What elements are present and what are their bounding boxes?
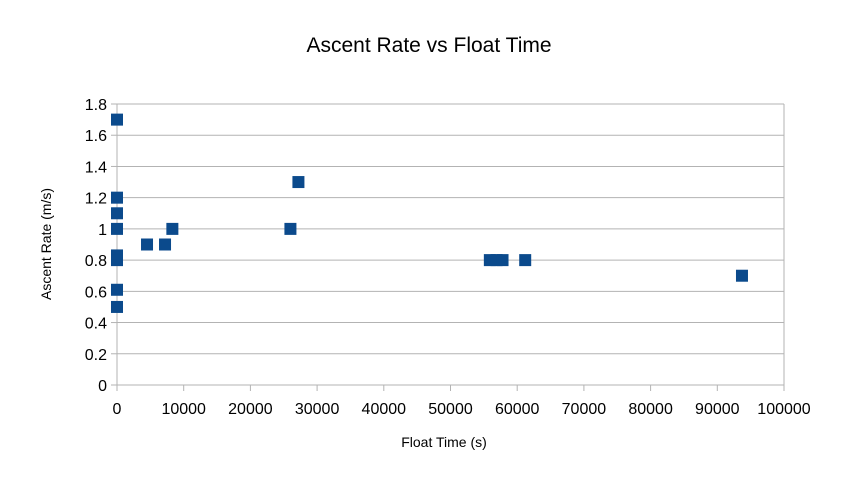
data-point <box>166 222 179 235</box>
chart-title: Ascent Rate vs Float Time <box>306 34 551 57</box>
y-tick-label: 0.4 <box>85 316 107 333</box>
gridlines <box>117 103 784 386</box>
x-tick-label: 70000 <box>562 401 607 418</box>
x-tick-label: 20000 <box>228 401 273 418</box>
x-tick-label: 100000 <box>757 401 810 418</box>
data-points <box>111 113 748 313</box>
data-point <box>111 300 123 313</box>
y-tick-label: 0.2 <box>85 347 107 364</box>
y-tick-label: 0 <box>98 378 107 395</box>
data-point <box>519 254 532 267</box>
data-point <box>735 269 748 282</box>
y-tick-label: 1 <box>98 222 107 239</box>
data-point <box>496 254 509 267</box>
data-point <box>111 113 123 126</box>
x-tick-label: 10000 <box>161 401 206 418</box>
data-point <box>111 222 123 235</box>
y-tick-label: 1.6 <box>85 128 107 145</box>
data-point <box>141 238 154 251</box>
data-point <box>111 254 123 267</box>
x-axis-label: Float Time (s) <box>401 434 487 450</box>
data-point <box>111 207 123 220</box>
data-point <box>111 283 123 296</box>
y-tick-label: 0.6 <box>85 284 107 301</box>
tick-labels: 0 0.2 0.4 0.6 0.8 1 1.2 1.4 1.6 1.8 0 10000 20000 300… <box>85 97 811 418</box>
x-tick-label: 60000 <box>495 401 540 418</box>
y-tick-label: 1.8 <box>85 97 107 114</box>
x-tick-label: 80000 <box>628 401 673 418</box>
data-point <box>159 238 172 251</box>
data-point <box>292 176 305 189</box>
y-axis-label: Ascent Rate (m/s) <box>38 188 54 300</box>
x-tick-label: 30000 <box>295 401 340 418</box>
data-point <box>284 222 297 235</box>
x-tick-label: 90000 <box>695 401 740 418</box>
axes <box>111 103 785 391</box>
data-point <box>111 191 123 204</box>
x-tick-label: 50000 <box>428 401 473 418</box>
y-tick-label: 1.4 <box>85 159 107 176</box>
y-tick-label: 0.8 <box>85 253 107 270</box>
y-tick-label: 1.2 <box>85 191 107 208</box>
x-tick-label: 0 <box>113 401 122 418</box>
x-tick-label: 40000 <box>362 401 407 418</box>
